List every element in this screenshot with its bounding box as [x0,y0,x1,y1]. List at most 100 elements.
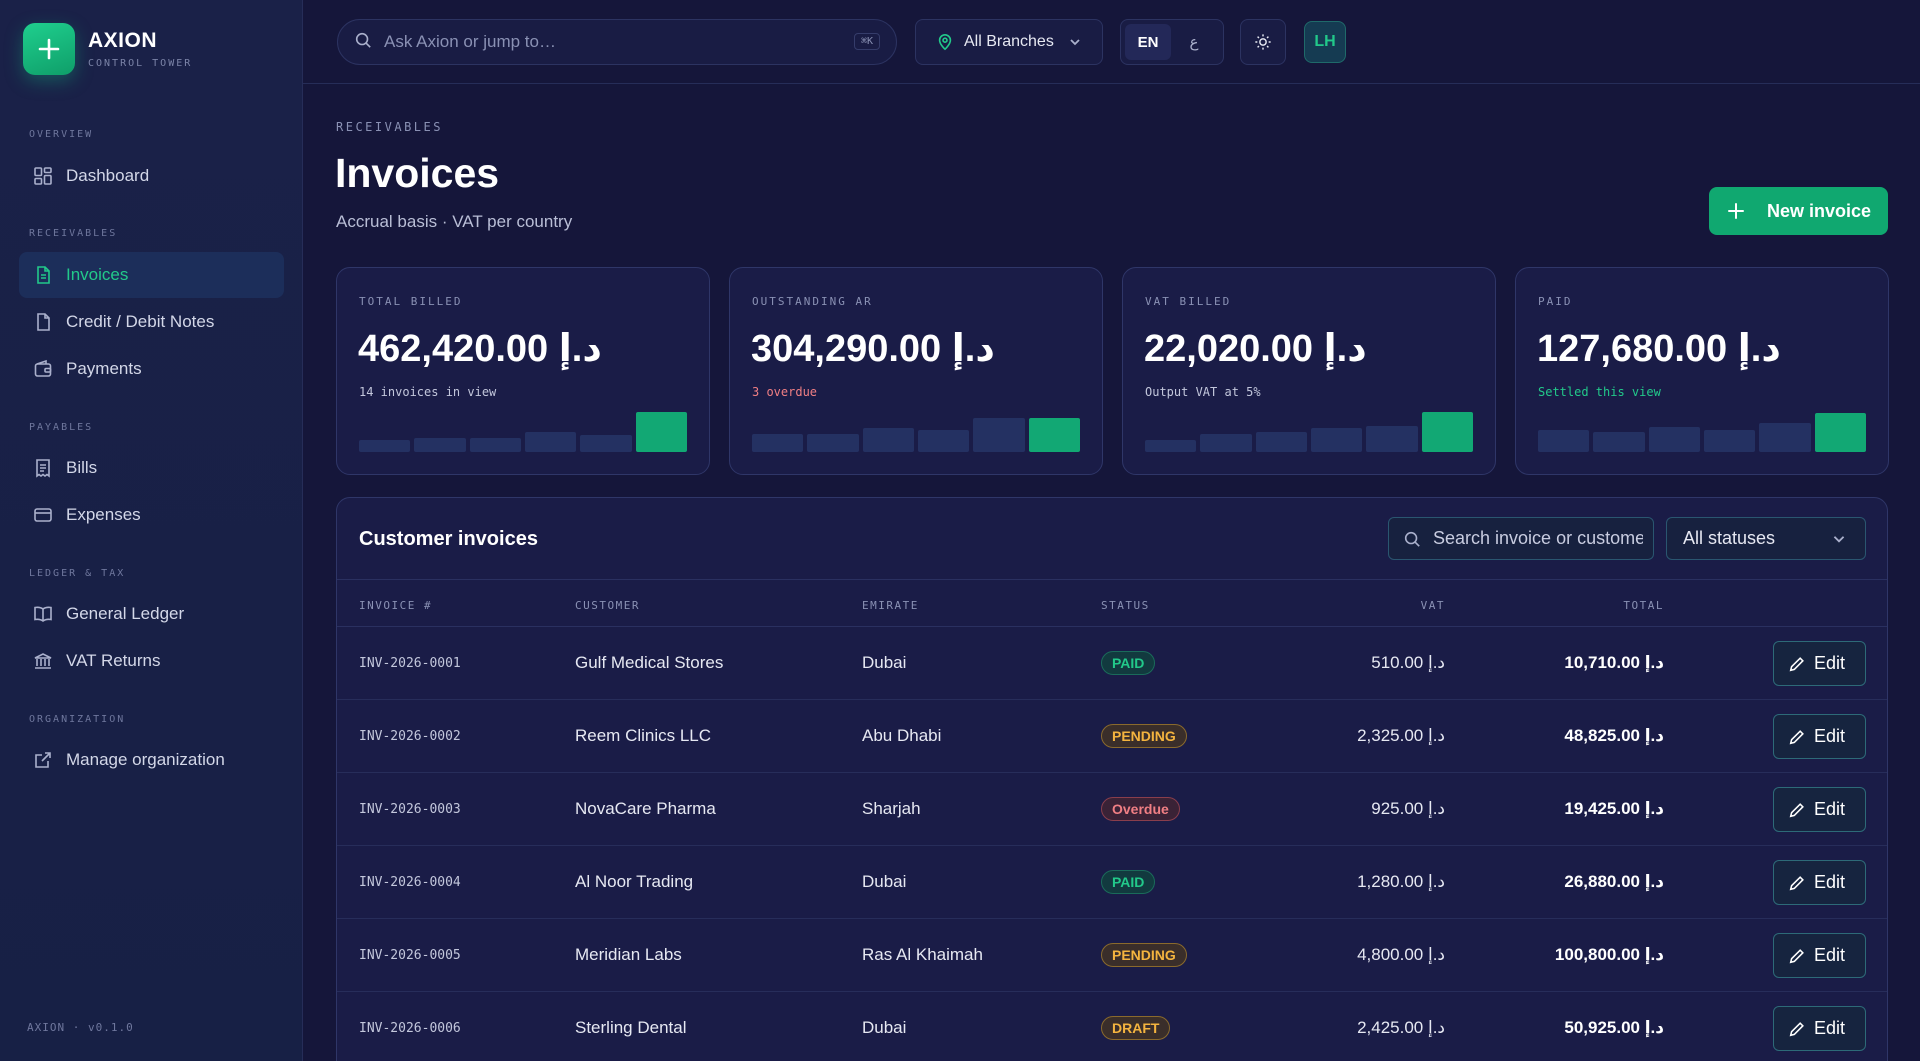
kpi-sparkline [1145,412,1473,452]
app-version: AXION · v0.1.0 [27,1021,134,1034]
nav-section-ledger-tax: LEDGER & TAX [29,568,126,579]
page-subtitle: Accrual basis · VAT per country [336,212,573,231]
sparkline-bar [1200,434,1252,452]
branch-selector[interactable]: All Branches [915,19,1103,65]
kpi-note: 3 overdue [752,385,818,399]
invoice-search[interactable] [1388,517,1654,560]
lang-ar-button[interactable]: ع [1189,34,1199,51]
table-row[interactable]: INV-2026-0004 Al Noor Trading Dubai PAID… [337,846,1887,919]
edit-button[interactable]: Edit [1773,787,1866,832]
card-icon [32,504,54,526]
invoice-search-input[interactable] [1433,528,1643,549]
table-row[interactable]: INV-2026-0006 Sterling Dental Dubai DRAF… [337,992,1887,1061]
sidebar-item-vat-returns[interactable]: VAT Returns [19,638,284,684]
kpi-card-total-billed: TOTAL BILLED 462,420.00 د.إ 14 invoices … [336,267,710,475]
external-link-icon [32,749,54,771]
location-pin-icon [936,33,954,51]
customer-name: Al Noor Trading [575,872,694,891]
edit-button[interactable]: Edit [1773,641,1866,686]
table-row[interactable]: INV-2026-0003 NovaCare Pharma Sharjah Ov… [337,773,1887,846]
sparkline-bar [1759,423,1811,452]
sparkline-bar [635,412,687,452]
column-header-status[interactable]: STATUS [1101,599,1150,612]
kpi-card-paid: PAID 127,680.00 د.إ Settled this view [1515,267,1889,475]
table-row[interactable]: INV-2026-0005 Meridian Labs Ras Al Khaim… [337,919,1887,992]
invoice-number[interactable]: INV-2026-0003 [359,802,461,817]
edit-label: Edit [1814,653,1846,673]
language-toggle: EN ع [1120,19,1224,65]
emirate: Dubai [862,1018,907,1037]
sidebar-item-label: Manage organization [66,750,225,769]
chevron-down-icon [1068,35,1082,49]
column-header-invoice[interactable]: INVOICE # [359,599,433,612]
invoice-number[interactable]: INV-2026-0004 [359,875,461,890]
kpi-label: TOTAL BILLED [359,295,463,308]
sidebar-item-bills[interactable]: Bills [19,445,284,491]
table-row[interactable]: INV-2026-0002 Reem Clinics LLC Abu Dhabi… [337,700,1887,773]
edit-label: Edit [1814,872,1846,892]
sun-icon [1254,33,1272,51]
sparkline-bar [524,432,577,452]
edit-button[interactable]: Edit [1773,933,1866,978]
sidebar-item-payments[interactable]: Payments [19,346,284,392]
column-header-emirate[interactable]: EMIRATE [862,599,919,612]
book-icon [32,603,54,625]
plus-logo-icon [23,23,75,75]
sparkline-bar [807,434,859,452]
status-badge: DRAFT [1101,1016,1171,1040]
sidebar-item-invoices[interactable]: Invoices [19,252,284,298]
total-amount: 48,825.00 د.إ [1564,726,1664,745]
sidebar-item-credit-debit-notes[interactable]: Credit / Debit Notes [19,299,284,345]
kpi-card-vat-billed: VAT BILLED 22,020.00 د.إ Output VAT at 5… [1122,267,1496,475]
status-filter-select[interactable]: All statuses [1666,517,1866,560]
nav-section-payables: PAYABLES [29,422,94,433]
edit-button[interactable]: Edit [1773,860,1866,905]
sidebar-item-general-ledger[interactable]: General Ledger [19,591,284,637]
table-header: INVOICE # CUSTOMER EMIRATE STATUS VAT TO… [337,579,1887,627]
sidebar-item-manage-organization[interactable]: Manage organization [19,737,284,783]
status-badge: PAID [1101,870,1156,894]
status-badge: PAID [1101,651,1156,675]
global-search[interactable]: ⌘K [337,19,897,65]
table-row[interactable]: INV-2026-0001 Gulf Medical Stores Dubai … [337,627,1887,700]
pencil-icon [1788,874,1806,892]
sidebar-item-expenses[interactable]: Expenses [19,492,284,538]
customer-name: Gulf Medical Stores [575,653,724,672]
column-header-total[interactable]: TOTAL [1623,599,1664,612]
brand-subtitle: CONTROL TOWER [88,58,193,69]
lang-en-button[interactable]: EN [1125,24,1171,60]
note-icon [32,311,54,333]
invoice-number[interactable]: INV-2026-0001 [359,656,461,671]
new-invoice-button[interactable]: New invoice [1709,187,1888,235]
kpi-sparkline [359,412,687,452]
shortcut-hint: ⌘K [853,33,880,50]
vat-amount: 2,425.00 د.إ [1357,1018,1445,1037]
sparkline-bar [917,430,970,452]
brand[interactable]: AXION CONTROL TOWER [23,23,192,75]
customer-name: Reem Clinics LLC [575,726,712,745]
sparkline-bar [1648,427,1700,452]
theme-toggle-button[interactable] [1240,19,1286,65]
edit-button[interactable]: Edit [1773,1006,1866,1051]
column-header-vat[interactable]: VAT [1420,599,1445,612]
avatar[interactable]: LH [1304,21,1346,63]
emirate: Dubai [862,653,907,672]
kpi-card-outstanding-ar: OUTSTANDING AR 304,290.00 د.إ 3 overdue [729,267,1103,475]
sidebar: AXION CONTROL TOWER OVERVIEW Dashboard R… [0,0,303,1061]
customer-name: Sterling Dental [575,1018,687,1037]
sparkline-bar [1255,432,1307,452]
pencil-icon [1788,947,1806,965]
sidebar-item-dashboard[interactable]: Dashboard [19,153,284,199]
column-header-customer[interactable]: CUSTOMER [575,599,640,612]
invoice-number[interactable]: INV-2026-0002 [359,729,461,744]
edit-button[interactable]: Edit [1773,714,1866,759]
vat-amount: 2,325.00 د.إ [1357,726,1445,745]
invoice-number[interactable]: INV-2026-0006 [359,1021,461,1036]
pencil-icon [1788,655,1806,673]
sparkline-bar [1421,412,1473,452]
sparkline-bar [414,438,466,452]
sidebar-item-label: Credit / Debit Notes [66,312,215,331]
global-search-input[interactable] [384,32,824,52]
invoice-number[interactable]: INV-2026-0005 [359,948,461,963]
nav-section-receivables: RECEIVABLES [29,228,118,239]
